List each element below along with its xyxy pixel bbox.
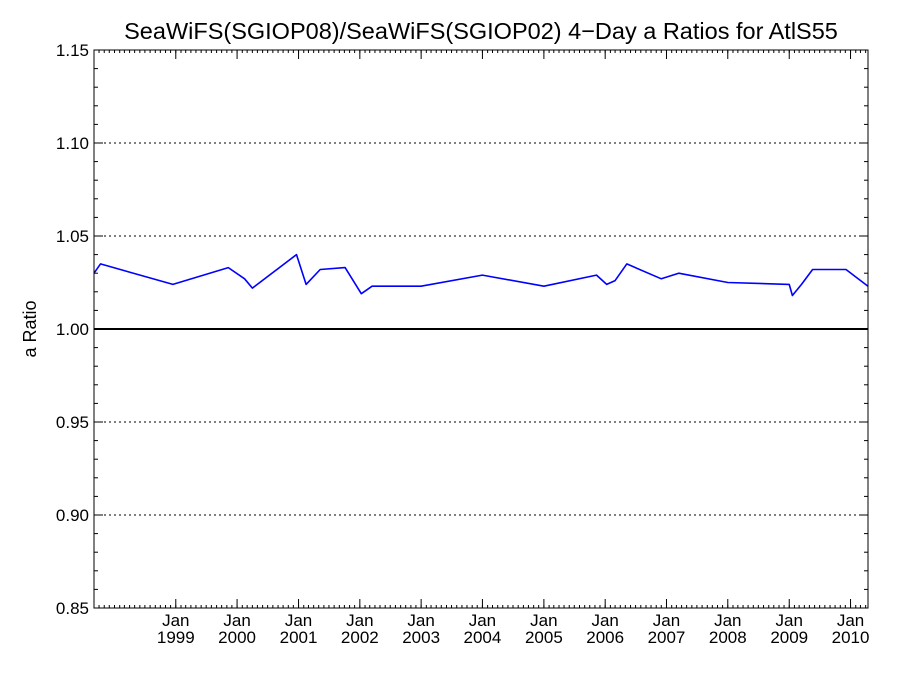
x-tick-month: Jan [285, 611, 312, 630]
x-tick-month: Jan [223, 611, 250, 630]
x-tick-year: 1999 [157, 628, 195, 647]
y-tick-label: 1.00 [56, 320, 89, 339]
x-tick-year: 2003 [402, 628, 440, 647]
x-tick-year: 2007 [648, 628, 686, 647]
x-tick-month: Jan [530, 611, 557, 630]
x-tick-year: 2001 [280, 628, 318, 647]
y-tick-label: 0.85 [56, 599, 89, 618]
x-tick-month: Jan [591, 611, 618, 630]
y-tick-label: 1.15 [56, 41, 89, 60]
x-tick-year: 2008 [709, 628, 747, 647]
axis-ticks [93, 49, 868, 609]
x-tick-labels: Jan1999Jan2000Jan2001Jan2002Jan2003Jan20… [157, 611, 870, 647]
y-tick-label: 0.90 [56, 506, 89, 525]
x-tick-month: Jan [837, 611, 864, 630]
x-tick-year: 2009 [770, 628, 808, 647]
x-tick-year: 2010 [832, 628, 870, 647]
x-tick-year: 2000 [218, 628, 256, 647]
gridlines [94, 142, 868, 516]
x-tick-month: Jan [162, 611, 189, 630]
x-tick-year: 2002 [341, 628, 379, 647]
y-tick-label: 1.05 [56, 227, 89, 246]
x-tick-month: Jan [776, 611, 803, 630]
chart-title: SeaWiFS(SGIOP08)/SeaWiFS(SGIOP02) 4−Day … [124, 18, 838, 44]
series-layer [93, 253, 869, 297]
y-tick-labels: 0.85 0.90 0.95 1.00 1.05 1.10 1.15 [56, 41, 89, 618]
x-tick-month: Jan [407, 611, 434, 630]
x-tick-year: 2006 [586, 628, 624, 647]
y-tick-label: 0.95 [56, 413, 89, 432]
x-tick-month: Jan [714, 611, 741, 630]
x-tick-month: Jan [469, 611, 496, 630]
x-tick-year: 2005 [525, 628, 563, 647]
y-axis-label: a Ratio [20, 300, 40, 357]
x-tick-month: Jan [653, 611, 680, 630]
x-tick-year: 2004 [464, 628, 502, 647]
series-line [93, 253, 869, 297]
x-tick-month: Jan [346, 611, 373, 630]
y-tick-label: 1.10 [56, 134, 89, 153]
